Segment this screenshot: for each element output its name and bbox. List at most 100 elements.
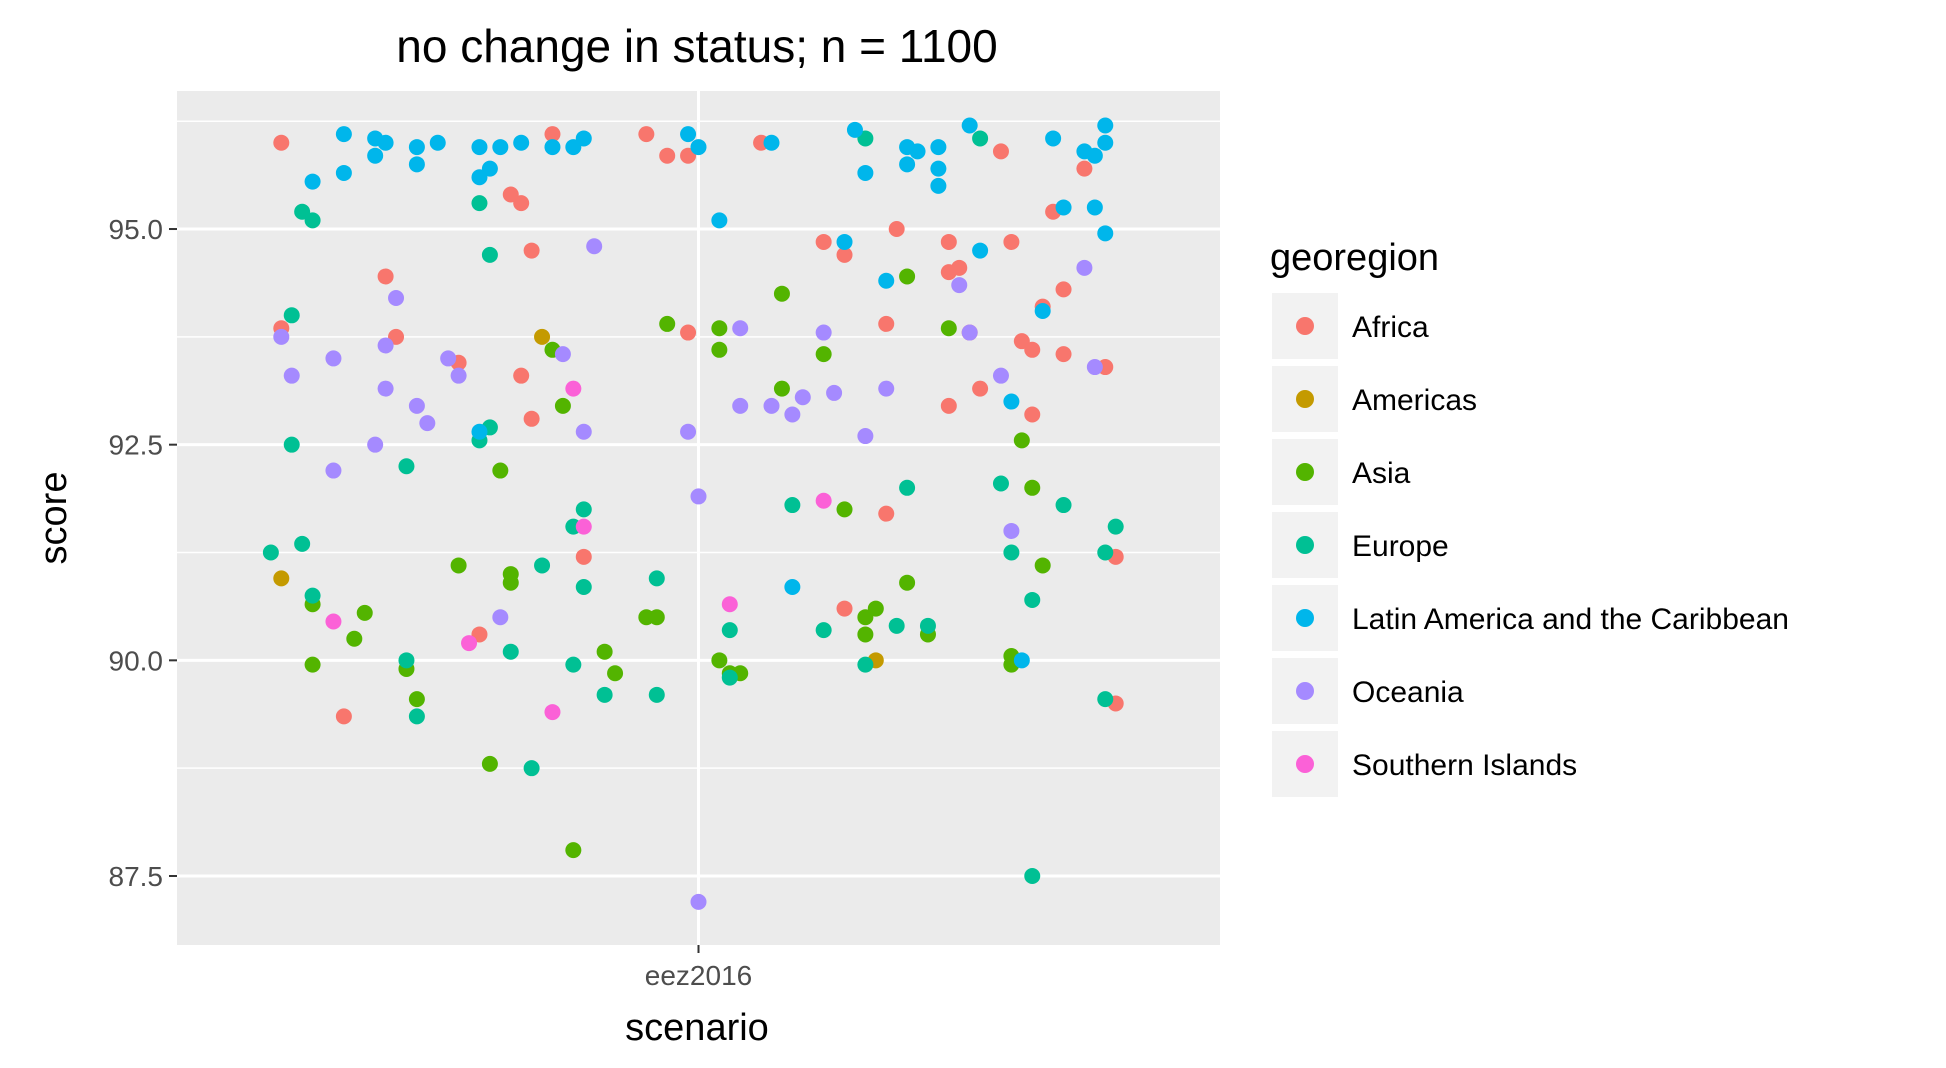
data-point (659, 315, 676, 332)
data-point (1055, 199, 1072, 216)
chart-title: no change in status; n = 1100 (396, 20, 997, 72)
data-point (648, 570, 665, 587)
data-point (899, 156, 916, 173)
data-point (325, 350, 342, 367)
data-point (815, 233, 832, 250)
data-point (836, 233, 853, 250)
data-point (940, 233, 957, 250)
data-point (575, 423, 592, 440)
data-point (867, 600, 884, 617)
data-point (648, 686, 665, 703)
data-point (554, 346, 571, 363)
y-tick-label: 87.5 (109, 861, 164, 892)
data-point (565, 380, 582, 397)
legend-marker (1296, 755, 1314, 773)
data-point (523, 410, 540, 427)
data-point (721, 669, 738, 686)
data-point (899, 268, 916, 285)
data-point (377, 380, 394, 397)
data-point (690, 488, 707, 505)
legend-marker (1296, 682, 1314, 700)
data-point (335, 126, 352, 143)
data-point (857, 164, 874, 181)
data-point (471, 423, 488, 440)
data-point (1107, 518, 1124, 535)
data-point (335, 708, 352, 725)
data-point (1097, 117, 1114, 134)
data-point (596, 643, 613, 660)
data-point (1003, 522, 1020, 539)
data-point (899, 574, 916, 591)
data-point (408, 139, 425, 156)
data-point (1024, 867, 1041, 884)
legend-label: Asia (1352, 457, 1411, 490)
data-point (408, 397, 425, 414)
data-point (377, 134, 394, 151)
data-point (784, 497, 801, 514)
data-point (648, 609, 665, 626)
y-tick-label: 92.5 (109, 430, 164, 461)
data-point (1013, 432, 1030, 449)
data-point (1097, 544, 1114, 561)
data-point (586, 238, 603, 255)
data-point (523, 760, 540, 777)
data-point (544, 126, 561, 143)
data-point (784, 579, 801, 596)
data-point (367, 436, 384, 453)
data-point (471, 139, 488, 156)
legend-label: Southern Islands (1352, 749, 1577, 782)
data-point (481, 246, 498, 263)
data-point (492, 139, 509, 156)
y-axis: 87.5 90.0 92.5 95.0 (109, 214, 177, 892)
data-point (857, 656, 874, 673)
data-point (304, 212, 321, 229)
data-point (1097, 691, 1114, 708)
data-point (294, 535, 311, 552)
data-point (346, 630, 363, 647)
data-point (398, 652, 415, 669)
data-point (1003, 233, 1020, 250)
data-point (711, 320, 728, 337)
data-point (544, 704, 561, 721)
data-point (1086, 199, 1103, 216)
data-point (888, 221, 905, 238)
data-point (836, 501, 853, 518)
data-point (492, 462, 509, 479)
data-point (262, 544, 279, 561)
data-point (815, 622, 832, 639)
data-point (283, 307, 300, 324)
data-point (888, 617, 905, 634)
data-point (899, 479, 916, 496)
data-point (763, 397, 780, 414)
data-point (878, 315, 895, 332)
gridlines (177, 91, 1220, 945)
legend-label: Oceania (1352, 676, 1464, 709)
data-point (304, 587, 321, 604)
data-point (1076, 160, 1093, 177)
data-point (419, 415, 436, 432)
data-point (972, 130, 989, 147)
data-point (471, 195, 488, 212)
data-point (909, 143, 926, 160)
data-point (607, 665, 624, 682)
data-point (919, 617, 936, 634)
data-point (335, 164, 352, 181)
legend-marker (1296, 390, 1314, 408)
data-point (523, 242, 540, 259)
data-point (575, 518, 592, 535)
data-point (1024, 479, 1041, 496)
data-point (721, 622, 738, 639)
data-point (815, 492, 832, 509)
y-tick-label: 90.0 (109, 645, 164, 676)
data-point (1097, 134, 1114, 151)
data-point (565, 842, 582, 859)
data-point (408, 156, 425, 173)
data-point (534, 328, 551, 345)
data-points (262, 117, 1124, 910)
data-point (992, 475, 1009, 492)
data-point (638, 126, 655, 143)
data-point (1076, 259, 1093, 276)
data-point (513, 134, 530, 151)
data-point (304, 656, 321, 673)
data-point (951, 259, 968, 276)
